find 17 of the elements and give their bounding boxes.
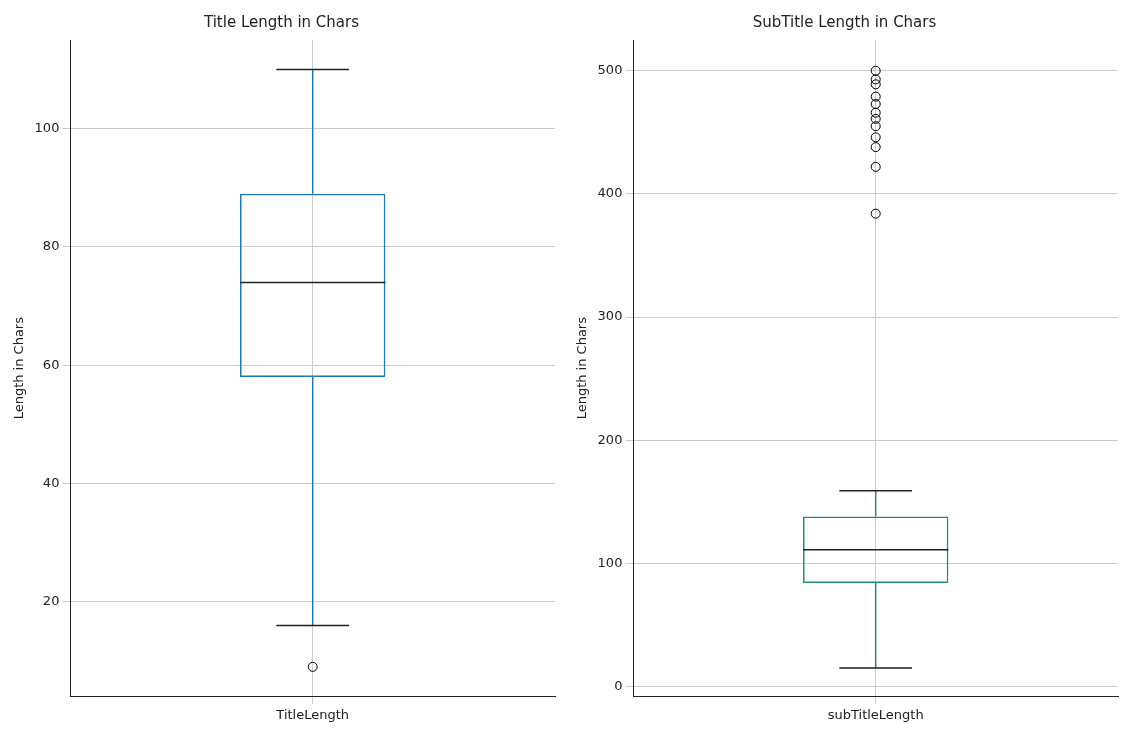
y-axis-title: Length in Chars xyxy=(11,316,27,420)
x-tick-label: subTitleLength xyxy=(827,706,924,722)
x-tick-label: TitleLength xyxy=(275,706,350,722)
chart-title: SubTitle Length in Chars xyxy=(752,12,937,31)
y-tick-label: 0 xyxy=(614,677,623,693)
y-tick-label: 300 xyxy=(597,308,623,324)
y-axis-title: Length in Chars xyxy=(574,316,590,420)
y-tick-label: 100 xyxy=(34,120,60,136)
chart-title: Title Length in Chars xyxy=(202,12,360,31)
y-tick-label: 100 xyxy=(597,554,623,570)
y-tick-label: 60 xyxy=(42,356,60,372)
y-tick-label: 80 xyxy=(42,238,60,254)
y-tick-label: 400 xyxy=(597,185,623,201)
y-tick-label: 20 xyxy=(42,593,60,609)
y-tick-label: 40 xyxy=(42,474,60,490)
y-tick-label: 500 xyxy=(597,62,623,78)
y-tick-label: 200 xyxy=(597,431,623,447)
